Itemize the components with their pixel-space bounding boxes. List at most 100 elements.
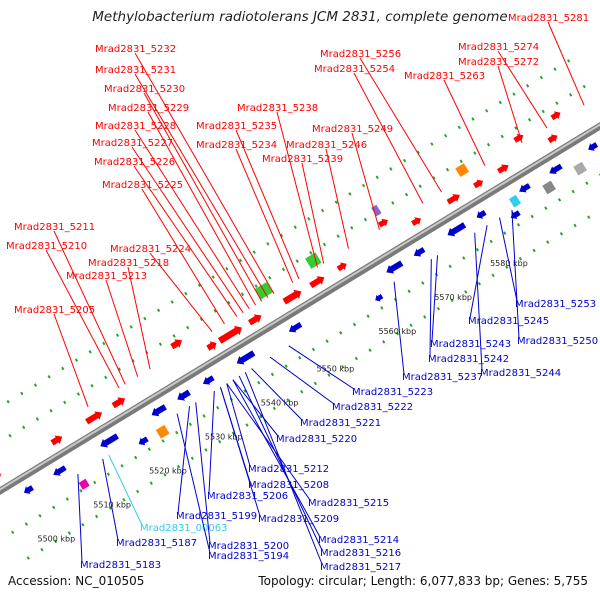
gene-bottom-17[interactable] xyxy=(508,209,521,222)
gene-bottom-2[interactable] xyxy=(98,432,120,451)
gene-top-16-shape xyxy=(377,218,388,228)
gene-label-bottom[interactable]: Mrad2831_5220 xyxy=(276,434,357,445)
gene-label-top[interactable]: Mrad2831_5229 xyxy=(108,103,189,114)
gene-bottom-11-shape xyxy=(476,209,487,219)
gene-label-bottom[interactable]: Mrad2831_00063 xyxy=(140,523,227,534)
gene-bottom-12[interactable] xyxy=(517,182,532,196)
gene-label-top[interactable]: Mrad2831_5232 xyxy=(95,44,176,55)
gene-top-6[interactable] xyxy=(247,311,264,327)
gene-label-top[interactable]: Mrad2831_5228 xyxy=(95,121,176,132)
gene-label-bottom[interactable]: Mrad2831_5253 xyxy=(515,299,596,310)
gene-label-top[interactable]: Mrad2831_5218 xyxy=(88,258,169,269)
gene-label-top[interactable]: Mrad2831_5213 xyxy=(66,271,147,282)
gene-top-1[interactable] xyxy=(49,432,64,447)
gene-label-bottom[interactable]: Mrad2831_5214 xyxy=(318,535,399,546)
gene-label-bottom[interactable]: Mrad2831_5242 xyxy=(428,354,509,365)
gene-bottom-3[interactable] xyxy=(149,403,168,420)
gene-label-bottom[interactable]: Mrad2831_5223 xyxy=(352,387,433,398)
gene-top-7[interactable] xyxy=(281,287,304,307)
gene-label-top[interactable]: Mrad2831_5205 xyxy=(14,305,95,316)
gene-label-bottom[interactable]: Mrad2831_5237 xyxy=(402,372,483,383)
gene-label-top[interactable]: Mrad2831_5256 xyxy=(320,49,401,60)
gene-top-16[interactable] xyxy=(377,216,390,229)
gene-label-top[interactable]: Mrad2831_5238 xyxy=(237,103,318,114)
gene-top-8[interactable] xyxy=(308,273,327,290)
gene-label-top[interactable]: Mrad2831_5274 xyxy=(458,42,539,53)
gene-label-bottom[interactable]: Mrad2831_5209 xyxy=(258,514,339,525)
gene-bottom-16[interactable] xyxy=(373,293,384,304)
gene-box-orange-0[interactable] xyxy=(155,424,170,439)
gene-label-top[interactable]: Mrad2831_5239 xyxy=(262,154,343,165)
gene-top-13[interactable] xyxy=(496,161,511,175)
gene-label-top[interactable]: Mrad2831_5227 xyxy=(92,138,173,149)
gene-label-bottom[interactable]: Mrad2831_5187 xyxy=(116,538,197,549)
gene-box-gray-0[interactable] xyxy=(542,180,556,195)
gene-label-bottom[interactable]: Mrad2831_5250 xyxy=(517,336,598,347)
gene-label-bottom[interactable]: Mrad2831_5206 xyxy=(207,491,288,502)
gene-bottom-15[interactable] xyxy=(136,435,149,448)
gene-label-top[interactable]: Mrad2831_5281 xyxy=(508,13,589,24)
gene-bottom-14[interactable] xyxy=(586,141,599,154)
gene-label-bottom[interactable]: Mrad2831_5194 xyxy=(208,551,289,562)
gene-label-bottom[interactable]: Mrad2831_5245 xyxy=(468,316,549,327)
gene-label-top[interactable]: Mrad2831_5249 xyxy=(312,124,393,135)
gene-top-9[interactable] xyxy=(336,260,349,273)
gene-top-18[interactable] xyxy=(550,109,563,122)
gene-label-top[interactable]: Mrad2831_5226 xyxy=(94,157,175,168)
callout-line-bottom xyxy=(251,368,303,421)
gene-label-bottom[interactable]: Mrad2831_5199 xyxy=(176,511,257,522)
gene-label-top[interactable]: Mrad2831_5263 xyxy=(404,71,485,82)
gene-label-top[interactable]: Mrad2831_5254 xyxy=(314,64,395,75)
gene-bottom-6[interactable] xyxy=(234,349,256,368)
gene-bottom-0[interactable] xyxy=(22,484,35,497)
gene-box-purple-0[interactable] xyxy=(371,204,382,217)
gene-bottom-13[interactable] xyxy=(547,162,564,177)
gene-box-orange-1[interactable] xyxy=(455,163,470,177)
gene-top-14[interactable] xyxy=(547,132,560,145)
gene-label-bottom[interactable]: Mrad2831_5183 xyxy=(80,560,161,571)
callout-line-top xyxy=(497,50,548,129)
gene-label-top[interactable]: Mrad2831_5230 xyxy=(104,84,185,95)
gene-label-bottom[interactable]: Mrad2831_5222 xyxy=(332,402,413,413)
gene-top-4[interactable] xyxy=(205,339,219,353)
gene-bottom-4[interactable] xyxy=(175,388,192,404)
gene-label-top[interactable]: Mrad2831_5211 xyxy=(14,222,95,233)
gene-bottom-10[interactable] xyxy=(445,221,467,240)
gene-top-5[interactable] xyxy=(217,323,245,346)
gene-label-top[interactable]: Mrad2831_5231 xyxy=(95,65,176,76)
gene-label-bottom[interactable]: Mrad2831_5208 xyxy=(248,480,329,491)
gene-bottom-5[interactable] xyxy=(201,374,216,388)
gene-top-11[interactable] xyxy=(446,191,463,206)
gene-label-top[interactable]: Mrad2831_5246 xyxy=(286,140,367,151)
gene-label-top[interactable]: Mrad2831_5224 xyxy=(110,244,191,255)
gene-top-17[interactable] xyxy=(512,131,525,144)
gene-box-magenta-0[interactable] xyxy=(78,478,90,490)
gene-top-12[interactable] xyxy=(472,177,485,190)
gene-label-bottom[interactable]: Mrad2831_5217 xyxy=(320,562,401,573)
gene-label-top[interactable]: Mrad2831_5235 xyxy=(196,121,277,132)
gene-label-top[interactable]: Mrad2831_5272 xyxy=(458,57,539,68)
gene-label-bottom[interactable]: Mrad2831_5221 xyxy=(300,418,381,429)
gene-bottom-1[interactable] xyxy=(51,464,68,479)
gene-bottom-8[interactable] xyxy=(384,259,405,277)
gene-top-10[interactable] xyxy=(410,215,423,228)
gene-top-2[interactable] xyxy=(84,408,105,426)
gene-label-top[interactable]: Mrad2831_5234 xyxy=(196,140,277,151)
gene-box-green-1[interactable] xyxy=(305,252,322,269)
gene-bottom-11[interactable] xyxy=(474,208,487,221)
gene-label-bottom[interactable]: Mrad2831_5244 xyxy=(480,368,561,379)
gene-box-rna-0[interactable] xyxy=(508,194,522,208)
gene-top-0[interactable] xyxy=(0,470,4,486)
gene-label-top[interactable]: Mrad2831_5210 xyxy=(6,241,87,252)
gene-label-top[interactable]: Mrad2831_5225 xyxy=(102,180,183,191)
gene-bottom-9[interactable] xyxy=(411,246,426,260)
gene-bottom-7[interactable] xyxy=(287,321,304,336)
gene-box-gray-1[interactable] xyxy=(573,161,587,176)
gene-top-3[interactable] xyxy=(111,394,128,410)
gene-label-bottom[interactable]: Mrad2831_5243 xyxy=(430,339,511,350)
gene-label-bottom[interactable]: Mrad2831_5200 xyxy=(208,541,289,552)
gene-label-bottom[interactable]: Mrad2831_5216 xyxy=(320,548,401,559)
gene-label-bottom[interactable]: Mrad2831_5215 xyxy=(308,498,389,509)
gene-top-15[interactable] xyxy=(169,336,184,351)
